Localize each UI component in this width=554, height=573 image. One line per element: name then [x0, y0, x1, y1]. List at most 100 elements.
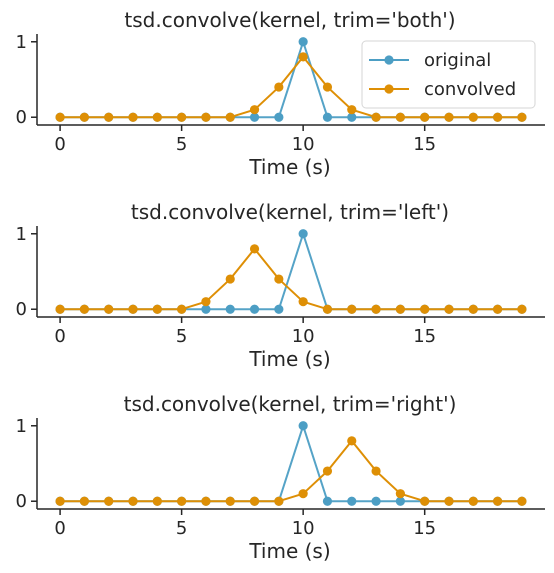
data-point: [249, 304, 260, 314]
chart-panel-2: tsd.convolve(kernel, trim='left') 0 5 10 15 0…: [16, 200, 545, 371]
series-line-1: [55, 229, 527, 314]
data-point: [347, 105, 357, 115]
data-point: [347, 436, 357, 446]
data-point: [347, 496, 357, 506]
data-point: [371, 304, 381, 314]
data-point: [79, 496, 89, 506]
y-tick-label: 1: [16, 32, 27, 53]
data-point: [517, 112, 527, 122]
data-point: [493, 304, 503, 314]
legend-swatch-marker: [384, 55, 394, 65]
data-point: [55, 304, 65, 314]
data-point: [55, 496, 65, 506]
series-line: [60, 439, 522, 503]
data-point: [517, 496, 527, 506]
x-tick-label: 0: [54, 518, 65, 539]
data-point: [322, 496, 333, 506]
data-point: [444, 112, 454, 122]
data-point: [225, 496, 235, 506]
legend-swatch-marker: [384, 84, 394, 94]
x-tick-label: 5: [176, 518, 187, 539]
data-point: [347, 112, 357, 122]
data-point: [298, 489, 308, 499]
data-point: [79, 304, 89, 314]
data-point: [152, 304, 162, 314]
data-point: [177, 304, 187, 314]
data-point: [493, 112, 503, 122]
series-line-2: [55, 244, 527, 314]
data-point: [201, 304, 211, 314]
x-axis-label: Time (s): [248, 347, 330, 371]
data-point: [201, 297, 211, 307]
y-tick-label: 1: [16, 416, 27, 437]
x-axis-label: Time (s): [248, 155, 330, 179]
series-line: [60, 232, 522, 311]
data-point: [468, 112, 478, 122]
data-point: [274, 112, 284, 122]
data-point: [395, 112, 405, 122]
legend-label: original: [424, 50, 491, 71]
chart-title: tsd.convolve(kernel, trim='right'): [124, 392, 457, 416]
data-point: [322, 82, 333, 92]
data-point: [322, 466, 333, 476]
data-point: [298, 297, 308, 307]
data-point: [104, 304, 114, 314]
data-point: [225, 304, 235, 314]
data-point: [249, 496, 260, 506]
data-point: [298, 37, 308, 47]
data-point: [444, 304, 454, 314]
chart-panel-1: tsd.convolve(kernel, trim='both') 0 5 10 15 0…: [16, 8, 545, 179]
data-point: [493, 496, 503, 506]
data-point: [201, 496, 211, 506]
data-point: [152, 496, 162, 506]
x-tick-label: 15: [413, 134, 436, 155]
series-convolved: [55, 52, 527, 122]
x-tick-label: 15: [413, 518, 436, 539]
data-point: [104, 112, 114, 122]
series-line: [60, 247, 522, 311]
data-point: [371, 496, 381, 506]
data-point: [298, 421, 308, 431]
data-point: [322, 304, 333, 314]
data-point: [104, 496, 114, 506]
data-point: [249, 105, 260, 115]
data-point: [347, 304, 357, 314]
chart-title: tsd.convolve(kernel, trim='both'): [124, 8, 455, 32]
data-point: [420, 304, 430, 314]
x-axis-label: Time (s): [248, 539, 330, 563]
data-point: [371, 466, 381, 476]
series-line-2: [55, 436, 527, 506]
x-tick-label: 5: [176, 134, 187, 155]
data-point: [444, 496, 454, 506]
data-point: [225, 112, 235, 122]
data-point: [55, 112, 65, 122]
legend-box: [361, 40, 536, 109]
x-tick-label: 15: [413, 326, 436, 347]
data-point: [201, 112, 211, 122]
data-point: [298, 52, 308, 62]
legend-label: convolved: [424, 79, 516, 100]
data-point: [249, 244, 260, 254]
data-point: [420, 496, 430, 506]
data-point: [298, 229, 308, 239]
data-point: [468, 304, 478, 314]
x-tick-label: 0: [54, 134, 65, 155]
series-line-1: [55, 421, 527, 506]
data-point: [468, 496, 478, 506]
data-point: [249, 112, 260, 122]
x-tick-label: 0: [54, 326, 65, 347]
data-point: [371, 112, 381, 122]
data-point: [274, 82, 284, 92]
series-line: [60, 424, 522, 503]
data-point: [517, 304, 527, 314]
data-point: [128, 304, 138, 314]
chart-title: tsd.convolve(kernel, trim='left'): [131, 200, 449, 224]
data-point: [79, 112, 89, 122]
data-point: [395, 489, 405, 499]
data-point: [274, 304, 284, 314]
x-tick-label: 5: [176, 326, 187, 347]
data-point: [128, 112, 138, 122]
x-tick-label: 10: [292, 326, 315, 347]
legend: original convolved: [361, 40, 536, 109]
